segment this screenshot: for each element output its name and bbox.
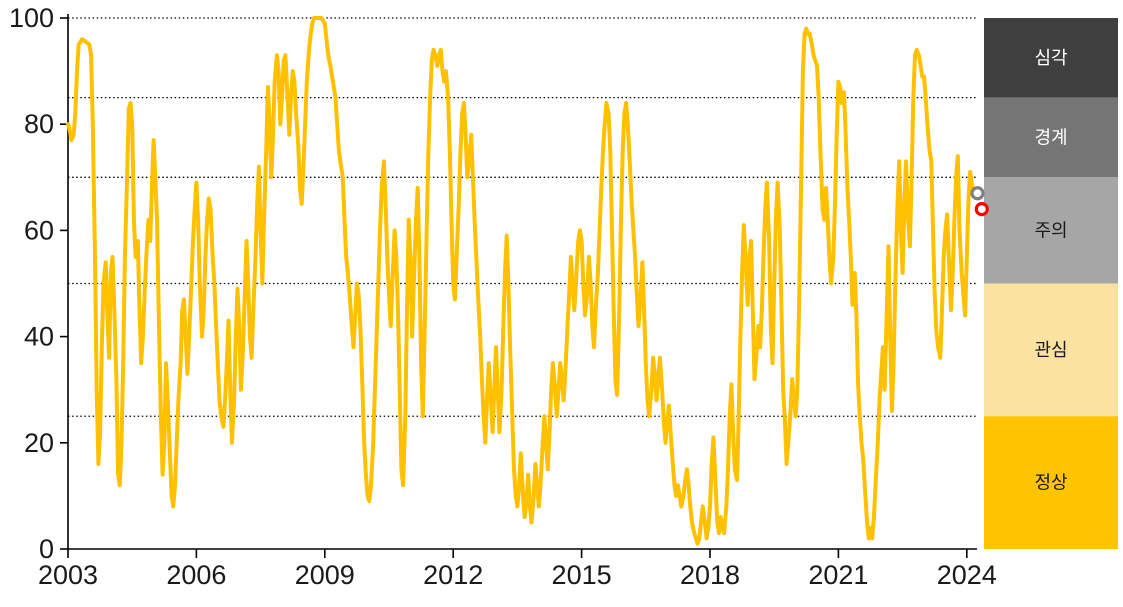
zone-label: 심각 (1034, 48, 1067, 68)
zone-label: 주의 (1034, 220, 1067, 240)
zone-label: 경계 (1034, 127, 1067, 147)
x-tick-label: 2006 (166, 560, 226, 590)
x-tick-label: 2021 (808, 560, 868, 590)
x-tick-label: 2015 (552, 560, 612, 590)
zone-band-관심 (984, 283, 1118, 417)
x-tick-label: 2024 (937, 560, 997, 590)
zone-band-경계 (984, 97, 1118, 178)
latest-actual-marker (970, 186, 985, 201)
stress-index-line (66, 16, 975, 546)
y-tick-label: 40 (24, 322, 54, 352)
x-tick-label: 2012 (423, 560, 483, 590)
latest-forecast-marker (974, 202, 989, 217)
zone-label: 정상 (1034, 473, 1067, 493)
y-tick-label: 0 (39, 534, 54, 564)
zone-band-심각 (984, 18, 1118, 98)
zone-band-주의 (984, 177, 1118, 284)
y-tick-label: 60 (24, 215, 54, 245)
x-tick-label: 2018 (680, 560, 740, 590)
x-tick-label: 2009 (295, 560, 355, 590)
x-tick-label: 2003 (38, 560, 98, 590)
y-tick-label: 100 (9, 3, 54, 33)
zone-label: 관심 (1034, 340, 1067, 360)
zone-band-정상 (984, 416, 1118, 549)
y-tick-label: 80 (24, 109, 54, 139)
y-tick-label: 20 (24, 428, 54, 458)
